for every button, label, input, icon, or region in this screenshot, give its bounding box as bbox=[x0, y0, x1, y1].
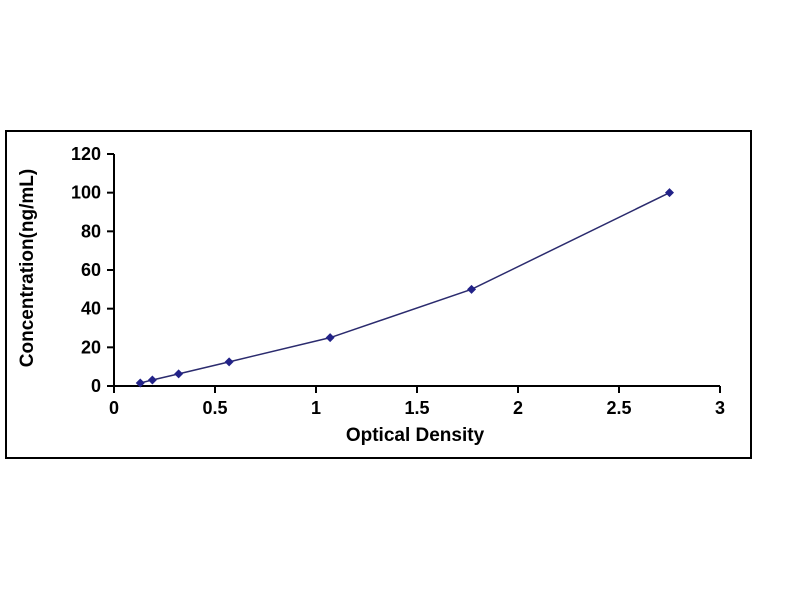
y-tick-label: 80 bbox=[81, 221, 101, 241]
x-tick-label: 2 bbox=[513, 398, 523, 418]
data-point-marker bbox=[224, 357, 234, 367]
y-tick-label: 100 bbox=[71, 183, 101, 203]
chart-frame: 0 0.5 1 1.5 2 2.5 3 0 20 40 60 80 100 120 bbox=[5, 130, 752, 459]
standard-curve-plot: 0 0.5 1 1.5 2 2.5 3 0 20 40 60 80 100 120 bbox=[71, 144, 725, 418]
x-tick-label: 1 bbox=[311, 398, 321, 418]
y-tick-label: 20 bbox=[81, 337, 101, 357]
y-tick-label: 120 bbox=[71, 144, 101, 164]
x-axis-title: Optical Density bbox=[345, 425, 485, 446]
y-tick-label: 60 bbox=[81, 260, 101, 280]
y-axis-title: Concentration(ng/mL) bbox=[17, 168, 38, 368]
x-tick-label: 1.5 bbox=[404, 398, 429, 418]
data-point-marker bbox=[467, 284, 477, 294]
y-tick-label: 40 bbox=[81, 299, 101, 319]
x-tick-label: 3 bbox=[715, 398, 725, 418]
data-point-marker bbox=[174, 369, 184, 379]
x-tick-label: 0.5 bbox=[202, 398, 227, 418]
data-point-marker bbox=[135, 378, 145, 388]
data-point-marker bbox=[325, 333, 335, 343]
series-line bbox=[140, 191, 670, 384]
y-tick-label: 0 bbox=[91, 376, 101, 396]
data-point-marker bbox=[665, 188, 674, 198]
data-point-marker bbox=[147, 375, 157, 385]
x-tick-label: 2.5 bbox=[606, 398, 631, 418]
x-tick-label: 0 bbox=[109, 398, 119, 418]
